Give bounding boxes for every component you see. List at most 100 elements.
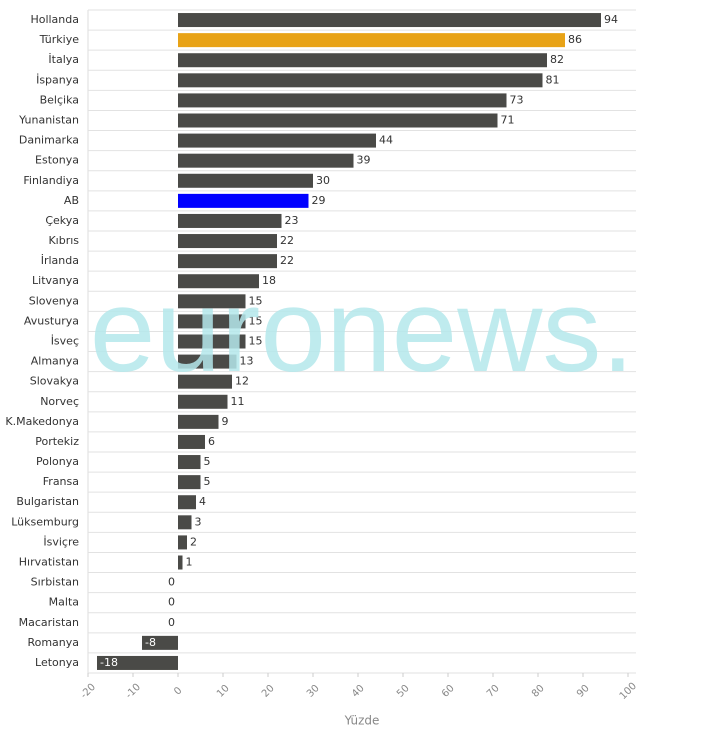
value-label: 11: [231, 395, 245, 408]
y-tick-label: Hollanda: [30, 13, 79, 26]
value-label: 15: [249, 314, 263, 327]
bar: [178, 294, 246, 309]
x-tick-label: 70: [485, 683, 502, 700]
x-tick-label: 50: [395, 683, 412, 700]
value-label: 22: [280, 254, 294, 267]
value-label: 86: [568, 33, 582, 46]
y-tick-label: Hırvatistan: [19, 556, 79, 569]
y-tick-label: İsviçre: [43, 535, 79, 548]
y-tick-label: Kıbrıs: [48, 234, 79, 247]
value-label: 71: [501, 114, 515, 127]
y-tick-label: Çekya: [45, 214, 79, 227]
bar: [178, 53, 547, 68]
value-label: 15: [249, 294, 263, 307]
bar: [178, 33, 565, 48]
value-label: 0: [168, 576, 175, 589]
x-tick-label: 10: [215, 683, 232, 700]
y-tick-label: Bulgaristan: [16, 495, 79, 508]
y-tick-label: Belçika: [40, 93, 79, 106]
value-label: 22: [280, 234, 294, 247]
y-tick-label: Norveç: [40, 395, 79, 408]
bar: [178, 254, 277, 269]
value-label: 0: [168, 596, 175, 609]
y-tick-label: Sırbistan: [31, 576, 79, 589]
bar: [178, 173, 313, 188]
value-label: 73: [510, 93, 524, 106]
bar: [178, 394, 228, 409]
value-label: 29: [312, 194, 326, 207]
bar: [178, 234, 277, 249]
value-label: 39: [357, 154, 371, 167]
x-tick-label: 90: [575, 683, 592, 700]
x-tick-label: 20: [260, 683, 277, 700]
bar: [178, 414, 219, 429]
y-tick-label: İsveç: [51, 335, 79, 348]
value-label: 23: [285, 214, 299, 227]
y-tick-label: Avusturya: [24, 314, 79, 327]
value-label: 6: [208, 435, 215, 448]
y-tick-label: Yunanistan: [18, 114, 79, 127]
bar: [178, 535, 187, 550]
bar: [178, 153, 354, 168]
x-tick-label: 80: [530, 683, 547, 700]
x-tick-label: 100: [618, 681, 639, 702]
bar: [142, 635, 178, 650]
x-tick-label: 40: [350, 683, 367, 700]
bar: [178, 213, 282, 228]
y-tick-label: Litvanya: [32, 274, 79, 287]
y-tick-label: İrlanda: [41, 254, 79, 267]
x-tick-label: 60: [440, 683, 457, 700]
y-tick-label: Slovenya: [29, 294, 79, 307]
bar: [178, 73, 543, 88]
bar: [178, 455, 201, 470]
bar: [178, 334, 246, 349]
bar: [178, 515, 192, 530]
value-label: 13: [240, 355, 254, 368]
bar: [178, 555, 183, 570]
x-axis-title: Yüzde: [344, 714, 380, 728]
y-tick-label: Fransa: [43, 475, 79, 488]
value-label: 82: [550, 53, 564, 66]
y-tick-label: Macaristan: [19, 616, 79, 629]
value-label: 81: [546, 73, 560, 86]
y-tick-label: Polonya: [36, 455, 79, 468]
bar: [178, 374, 232, 389]
value-label: 4: [199, 495, 206, 508]
watermark: euronews.: [90, 265, 634, 397]
y-tick-label: Slovakya: [30, 375, 79, 388]
y-tick-label: AB: [64, 194, 79, 207]
value-label: 1: [186, 556, 193, 569]
value-label: -18: [100, 656, 118, 669]
value-label: 94: [604, 13, 618, 26]
y-tick-label: Danimarka: [19, 134, 79, 147]
bar: [178, 133, 376, 148]
bar: [178, 495, 196, 510]
y-tick-label: Almanya: [31, 355, 79, 368]
y-tick-label: Finlandiya: [23, 174, 79, 187]
y-tick-label: İtalya: [48, 53, 79, 66]
value-label: 12: [235, 375, 249, 388]
y-tick-label: Letonya: [35, 656, 79, 669]
y-tick-label: Estonya: [35, 154, 79, 167]
bar: [97, 655, 178, 670]
bar: [178, 274, 259, 289]
bar: [178, 13, 601, 28]
value-label: 9: [222, 415, 229, 428]
y-tick-label: Lüksemburg: [11, 515, 79, 528]
y-tick-label: Portekiz: [35, 435, 79, 448]
bar: [178, 93, 507, 108]
bar: [178, 434, 205, 449]
value-label: 15: [249, 335, 263, 348]
bar: [178, 475, 201, 490]
value-label: 44: [379, 134, 393, 147]
bar: [178, 354, 237, 369]
value-label: 30: [316, 174, 330, 187]
x-tick-label: -20: [79, 682, 98, 701]
value-label: 18: [262, 274, 276, 287]
value-label: 3: [195, 515, 202, 528]
bar: [178, 113, 498, 128]
y-tick-label: Türkiye: [39, 33, 80, 46]
y-tick-label: Romanya: [27, 636, 79, 649]
value-label: 0: [168, 616, 175, 629]
